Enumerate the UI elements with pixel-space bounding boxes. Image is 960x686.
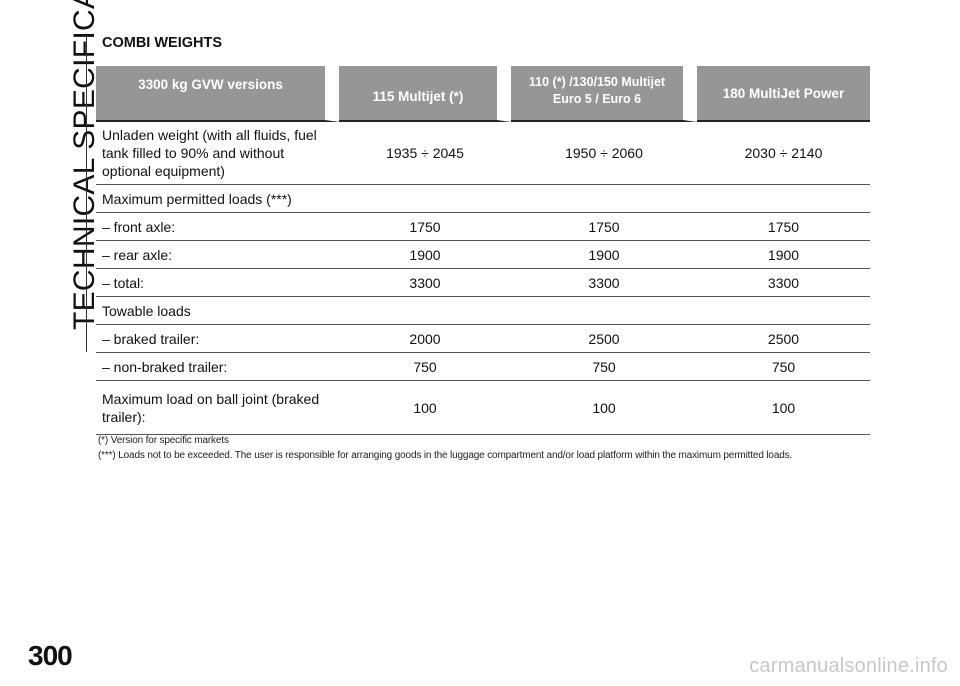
row-label: – non-braked trailer: — [96, 353, 339, 381]
row-value: 3300 — [511, 269, 697, 297]
row-value — [511, 185, 697, 213]
row-value: 2030 ÷ 2140 — [697, 122, 870, 185]
row-label: Maximum load on ball joint (braked trail… — [96, 381, 339, 435]
row-value: 2500 — [697, 325, 870, 353]
row-value: 3300 — [697, 269, 870, 297]
row-value: 100 — [697, 381, 870, 435]
header-text: 110 (*) /130/150 Multijet Euro 5 / Euro … — [528, 75, 666, 106]
footnotes: (*) Version for specific markets (***) L… — [98, 433, 792, 463]
table-row: – non-braked trailer: 750 750 750 — [96, 353, 870, 381]
header-180-multijet-power: 180 MultiJet Power — [697, 66, 870, 122]
header-110-130-150-multijet: 110 (*) /130/150 Multijet Euro 5 / Euro … — [511, 66, 697, 122]
table-row: – rear axle: 1900 1900 1900 — [96, 241, 870, 269]
row-label: – total: — [96, 269, 339, 297]
row-value: 750 — [339, 353, 511, 381]
row-label: Unladen weight (with all fluids, fuel ta… — [96, 122, 339, 185]
table-row: Towable loads — [96, 297, 870, 325]
page-number: 300 — [28, 640, 73, 671]
table-row: – braked trailer: 2000 2500 2500 — [96, 325, 870, 353]
row-label: Maximum permitted loads (***) — [96, 185, 339, 213]
row-value: 750 — [697, 353, 870, 381]
footnote-markets: (*) Version for specific markets — [98, 435, 229, 446]
header-text: 180 MultiJet Power — [722, 85, 845, 101]
sidebar-section-title: TECHNICAL SPECIFICATIONS — [48, 0, 101, 352]
row-value — [697, 185, 870, 213]
row-value: 1935 ÷ 2045 — [339, 122, 511, 185]
row-label: – rear axle: — [96, 241, 339, 269]
row-value: 1950 ÷ 2060 — [511, 122, 697, 185]
row-label: – front axle: — [96, 213, 339, 241]
row-value — [339, 297, 511, 325]
header-text: 3300 kg GVW versions — [138, 76, 283, 92]
row-value: 100 — [339, 381, 511, 435]
header-115-multijet: 115 Multijet (*) — [339, 66, 511, 122]
watermark-text: carmanualsonline.info — [749, 655, 948, 677]
page-heading: COMBI WEIGHTS — [102, 35, 223, 51]
row-value: 3300 — [339, 269, 511, 297]
row-label: Towable loads — [96, 297, 339, 325]
weights-table: 3300 kg GVW versions 115 Multijet (*) 11… — [96, 66, 870, 435]
row-label: – braked trailer: — [96, 325, 339, 353]
table-row: Unladen weight (with all fluids, fuel ta… — [96, 122, 870, 185]
header-gvw-versions: 3300 kg GVW versions — [96, 66, 339, 122]
row-value: 100 — [511, 381, 697, 435]
row-value — [697, 297, 870, 325]
table-row: – front axle: 1750 1750 1750 — [96, 213, 870, 241]
table-header-row: 3300 kg GVW versions 115 Multijet (*) 11… — [96, 66, 870, 122]
header-text: 115 Multijet (*) — [372, 88, 464, 104]
table-row: Maximum load on ball joint (braked trail… — [96, 381, 870, 435]
table-row: Maximum permitted loads (***) — [96, 185, 870, 213]
row-value — [339, 185, 511, 213]
row-value: 1750 — [339, 213, 511, 241]
row-value: 2000 — [339, 325, 511, 353]
row-value: 1900 — [511, 241, 697, 269]
row-value: 2500 — [511, 325, 697, 353]
row-value: 1750 — [511, 213, 697, 241]
table-row: – total: 3300 3300 3300 — [96, 269, 870, 297]
row-value: 1750 — [697, 213, 870, 241]
footnote-loads: (***) Loads not to be exceeded. The user… — [98, 450, 793, 461]
row-value: 750 — [511, 353, 697, 381]
row-value: 1900 — [697, 241, 870, 269]
sidebar-divider — [86, 36, 87, 352]
row-value — [511, 297, 697, 325]
row-value: 1900 — [339, 241, 511, 269]
